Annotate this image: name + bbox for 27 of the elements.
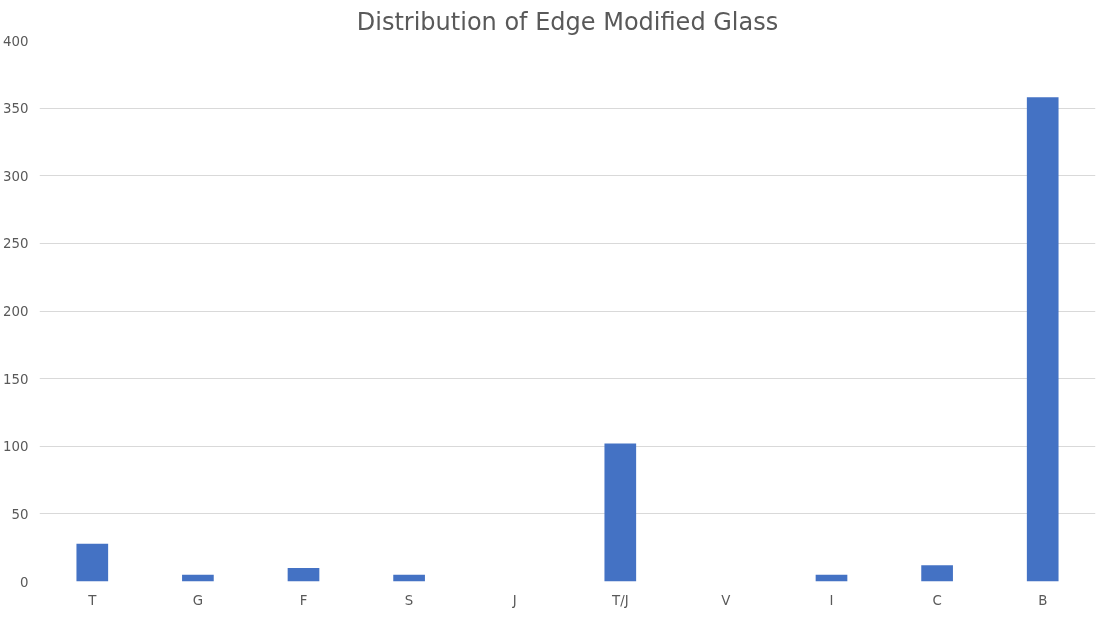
- y-tick-label: 0: [20, 574, 29, 590]
- chart-title: Distribution of Edge Modified Glass: [356, 7, 779, 36]
- x-tick-label: J: [511, 592, 517, 608]
- bar: [604, 443, 637, 582]
- x-tick-label: V: [721, 592, 731, 608]
- bar: [1026, 97, 1059, 582]
- y-tick-label: 50: [11, 506, 29, 522]
- bar: [921, 565, 953, 582]
- x-tick-label: T/J: [611, 592, 629, 608]
- x-tick-label: G: [192, 592, 204, 608]
- y-tick-label: 350: [3, 101, 29, 117]
- bar: [76, 543, 109, 582]
- bar: [393, 574, 425, 582]
- y-tick-label: 150: [3, 371, 29, 387]
- y-tick-label: 100: [3, 439, 29, 455]
- y-tick-label: 200: [3, 304, 29, 319]
- bar: [182, 574, 214, 582]
- y-tick-label: 250: [3, 236, 29, 252]
- x-tick-label: I: [829, 592, 834, 608]
- x-tick-label: S: [404, 592, 414, 608]
- bar: [287, 567, 320, 582]
- y-tick-label: 300: [3, 168, 29, 184]
- x-tick-label: B: [1038, 592, 1048, 608]
- x-tick-label: F: [299, 592, 308, 608]
- x-tick-label: T: [87, 592, 98, 608]
- x-tick-label: C: [932, 592, 942, 608]
- y-tick-label: 400: [3, 33, 29, 49]
